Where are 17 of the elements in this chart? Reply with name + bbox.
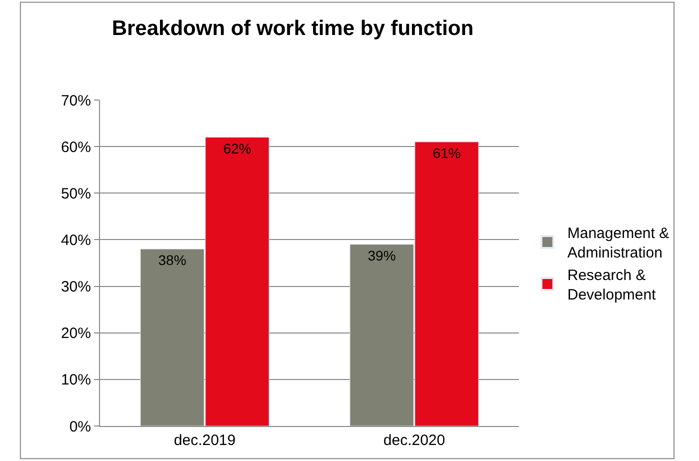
y-tick-label: 70% [60, 92, 91, 110]
y-tick-label: 20% [60, 325, 91, 342]
y-tick-label: 10% [60, 372, 91, 389]
x-tick-label: dec.2020 [383, 432, 446, 449]
y-tick-label: 50% [60, 185, 91, 202]
y-tick-label: 40% [60, 232, 91, 249]
x-tick-label: dec.2019 [174, 432, 236, 449]
chart-title: Breakdown of work time by function [112, 17, 474, 40]
y-tick-label: 30% [60, 278, 91, 296]
y-tick-label: 60% [60, 138, 91, 156]
data-label: 62% [223, 140, 252, 156]
data-label: 39% [368, 247, 396, 264]
data-label: 61% [432, 144, 461, 161]
data-label: 38% [158, 252, 186, 268]
legend-label: Management & Administration [567, 225, 670, 262]
y-tick-label: 0% [69, 418, 91, 436]
legend-label: Research & Development [567, 267, 657, 304]
